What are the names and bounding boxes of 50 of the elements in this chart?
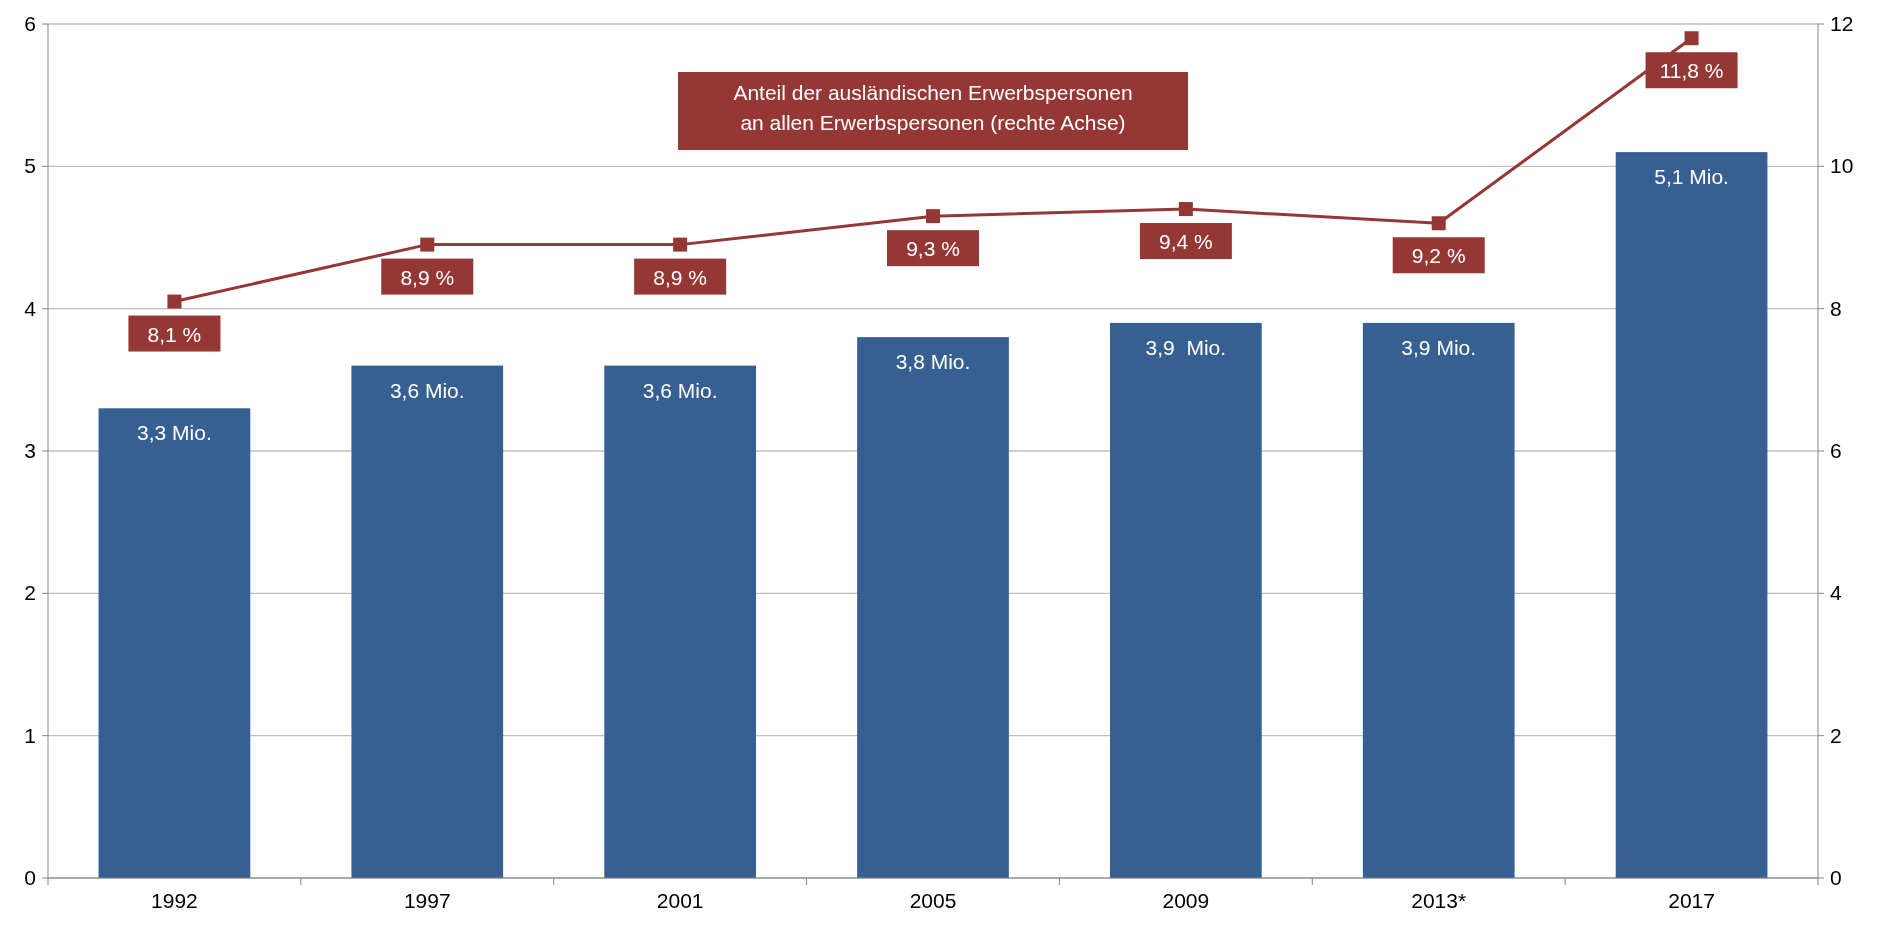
data-label: 8,9 % <box>400 265 455 289</box>
y-tick-label: 0 <box>24 866 36 889</box>
data-label: 3,8 Mio. <box>895 350 971 374</box>
y2-tick-label: 8 <box>1830 296 1842 320</box>
data-label: 3,3 Mio. <box>137 421 212 445</box>
y-tick-label: 1 <box>24 723 36 747</box>
bar <box>604 365 756 878</box>
data-label: 3,6 Mio. <box>389 378 465 402</box>
y2-tick-label: 12 <box>1830 12 1854 35</box>
point <box>926 209 940 224</box>
data-label: 8,1 % <box>147 322 202 346</box>
point <box>167 294 182 309</box>
y2-tick-label: 10 <box>1830 154 1854 178</box>
x-tick-label: 2009 <box>1162 889 1210 912</box>
data-label: 9,4 % <box>1159 230 1213 254</box>
caption-box: Anteil der ausländischen Erwerbspersonen an allen Erwerbspersonen (rechte Achse) <box>678 72 1188 150</box>
x-tick-label: 2005 <box>909 889 957 912</box>
x-tick-label: 1997 <box>403 889 451 912</box>
bar <box>1615 152 1768 878</box>
y2-tick-label: 0 <box>1830 866 1842 889</box>
x-tick-label: 2017 <box>1668 889 1715 912</box>
y2-tick-label: 2 <box>1830 723 1842 747</box>
point <box>1431 216 1446 231</box>
bar <box>1110 322 1262 878</box>
point <box>1178 202 1193 217</box>
y-tick-label: 3 <box>24 439 36 462</box>
data-label: 9,2 % <box>1411 244 1466 268</box>
bar <box>1362 322 1515 878</box>
y2-tick-label: 4 <box>1830 581 1842 605</box>
data-label: 3,6 Mio. <box>642 378 718 402</box>
x-tick-label: 2013* <box>1411 889 1467 912</box>
data-label: 9,3 % <box>906 237 960 261</box>
y-tick-label: 6 <box>24 12 36 35</box>
y-tick-label: 5 <box>24 154 36 178</box>
point <box>420 237 435 252</box>
data-label: 3,9 Mio. <box>1401 335 1477 359</box>
x-tick-label: 2001 <box>656 889 704 912</box>
bar <box>98 408 251 878</box>
point <box>1684 31 1699 46</box>
x-tick-label: 1992 <box>151 889 198 912</box>
bar <box>857 337 1009 878</box>
bar <box>351 365 504 878</box>
data-label: 5,1 Mio. <box>1654 165 1729 189</box>
data-label: 11,8 % <box>1659 59 1724 83</box>
data-label: 8,9 % <box>653 265 707 289</box>
data-label: 3,9 Mio. <box>1145 335 1227 359</box>
point <box>673 237 688 252</box>
y-tick-label: 2 <box>24 581 36 605</box>
y2-tick-label: 6 <box>1830 439 1842 462</box>
y-tick-label: 4 <box>24 296 37 320</box>
